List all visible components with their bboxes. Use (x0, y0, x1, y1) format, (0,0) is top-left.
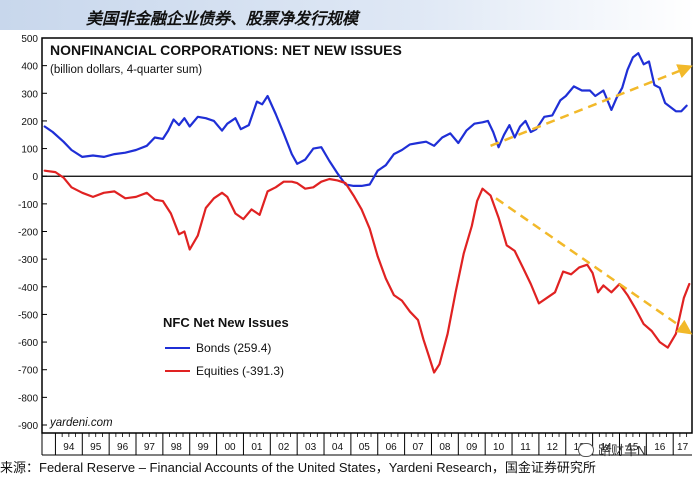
x-tick-label: 07 (412, 442, 424, 453)
y-tick-label: -900 (18, 421, 38, 432)
series-line-bonds (43, 52, 688, 187)
x-tick-label: 97 (144, 442, 156, 453)
legend: NFC Net New Issues Bonds (259.4) Equitie… (163, 315, 289, 378)
y-tick-label: -800 (18, 393, 38, 404)
chart-subtitle: (billion dollars, 4-quarter sum) (50, 64, 202, 76)
y-tick-label: -400 (18, 283, 38, 294)
x-tick-label: 08 (439, 442, 451, 453)
y-tick-label: 300 (21, 89, 38, 100)
x-tick-label: 94 (63, 442, 75, 453)
trend-arrows (490, 64, 693, 335)
y-axis-labels: 500 400 300 200 100 0 -100 -200 -300 -400 -500 -600… (18, 34, 38, 432)
watermark-text: 路财车N (598, 443, 647, 458)
x-tick-label: 99 (198, 442, 210, 453)
equities-trend-arrow (495, 197, 693, 335)
x-tick-label: 04 (332, 442, 344, 453)
x-tick-label: 96 (117, 442, 129, 453)
x-tick-label: 95 (90, 442, 102, 453)
series-line-equities (43, 169, 691, 374)
y-tick-label: 200 (21, 117, 38, 128)
x-tick-label: 06 (386, 442, 398, 453)
y-tick-label: 100 (21, 145, 38, 156)
y-tick-label: -500 (18, 310, 38, 321)
x-tick-label: 98 (171, 442, 183, 453)
legend-label-equities: Equities (-391.3) (196, 364, 284, 378)
x-tick-label: 11 (520, 442, 531, 453)
x-tick-label: 09 (466, 442, 478, 453)
header-banner: 美国非金融企业债券、股票净发行规模 (0, 0, 695, 30)
y-tick-label: -700 (18, 366, 38, 377)
x-tick-label: 15 (627, 442, 639, 453)
y-tick-label: -300 (18, 255, 38, 266)
x-tick-label: 14 (600, 442, 612, 453)
y-tick-label: -100 (18, 200, 38, 211)
wechat-icon (578, 443, 594, 457)
plot-frame (41, 37, 693, 434)
series-layer (43, 52, 691, 374)
legend-title: NFC Net New Issues (163, 315, 289, 330)
credit-label: yardeni.com (49, 417, 113, 429)
y-tick-label: -200 (18, 228, 38, 239)
y-tick-label: -600 (18, 338, 38, 349)
x-tick-label: 05 (359, 442, 371, 453)
x-tick-label: 00 (224, 442, 236, 453)
y-tick-label: 400 (21, 62, 38, 73)
x-tick-label: 03 (305, 442, 317, 453)
x-tick-label: 01 (251, 442, 263, 453)
chinese-title: 美国非金融企业债券、股票净发行规模 (86, 9, 359, 28)
legend-label-bonds: Bonds (259.4) (196, 341, 271, 355)
x-tick-label: 16 (654, 442, 666, 453)
y-tick-label: 0 (32, 172, 38, 183)
x-tick-label: 10 (493, 442, 505, 453)
y-tick-label: 500 (21, 34, 38, 45)
bonds-trend-arrow (490, 64, 693, 147)
source-note: 来源：Federal Reserve – Financial Accounts … (0, 460, 596, 475)
watermark: 路财车N (578, 440, 646, 459)
x-tick-label: 02 (278, 442, 290, 453)
x-tick-label: 17 (677, 442, 689, 453)
x-tick-label: 12 (547, 442, 559, 453)
chart-title: NONFINANCIAL CORPORATIONS: NET NEW ISSUE… (50, 42, 402, 58)
